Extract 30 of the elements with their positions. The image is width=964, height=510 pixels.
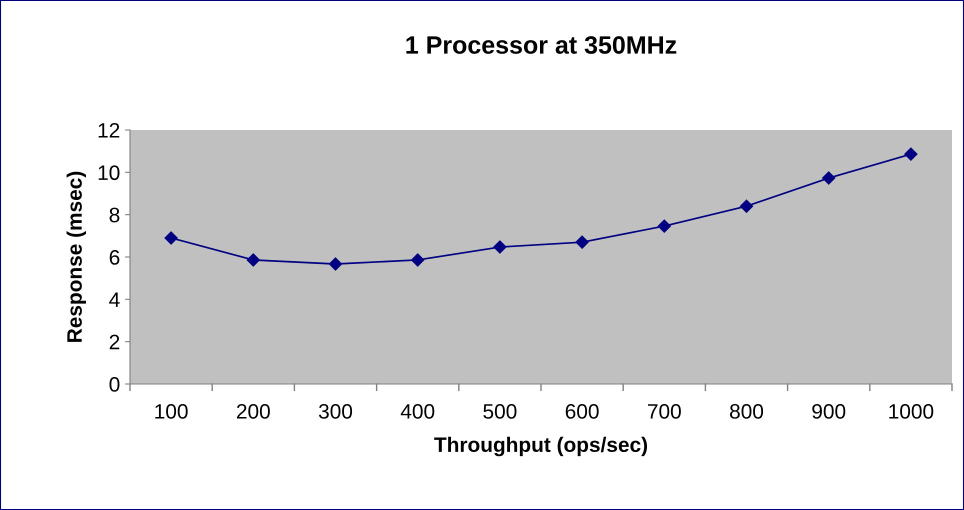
point [411,253,424,267]
point [493,240,506,254]
y-tick-label: 6 [110,250,120,265]
y-axis-title: Response (msec) [66,172,86,342]
point [658,220,671,233]
x-tick-label: 100 [155,404,188,419]
x-tick-label: 800 [730,404,764,419]
y-tick-label: 4 [109,292,120,307]
point [822,171,836,185]
x-tick-label: 300 [318,404,352,419]
x-tick-label: 600 [566,404,599,419]
x-tick-label: 900 [812,404,846,419]
chart-title: 1 Processor at 350MHz [406,36,676,54]
x-axis-title: Throughput (ops/sec) [434,436,648,456]
y-tick-label: 8 [110,208,120,222]
point [576,236,589,249]
x-tick-label: 500 [483,404,516,419]
y-tick-label: 10 [98,165,120,180]
point [246,253,260,267]
point [904,148,918,161]
point [740,200,754,213]
x-tick-label: 1000 [889,404,934,419]
y-tick-label: 0 [110,377,120,392]
point [164,231,178,245]
point [328,257,342,271]
x-tick-label: 700 [648,404,681,419]
y-tick-label: 2 [110,334,120,350]
x-tick-label: 400 [400,404,434,419]
y-tick-label: 12 [98,123,120,138]
x-tick-label: 200 [236,404,270,419]
